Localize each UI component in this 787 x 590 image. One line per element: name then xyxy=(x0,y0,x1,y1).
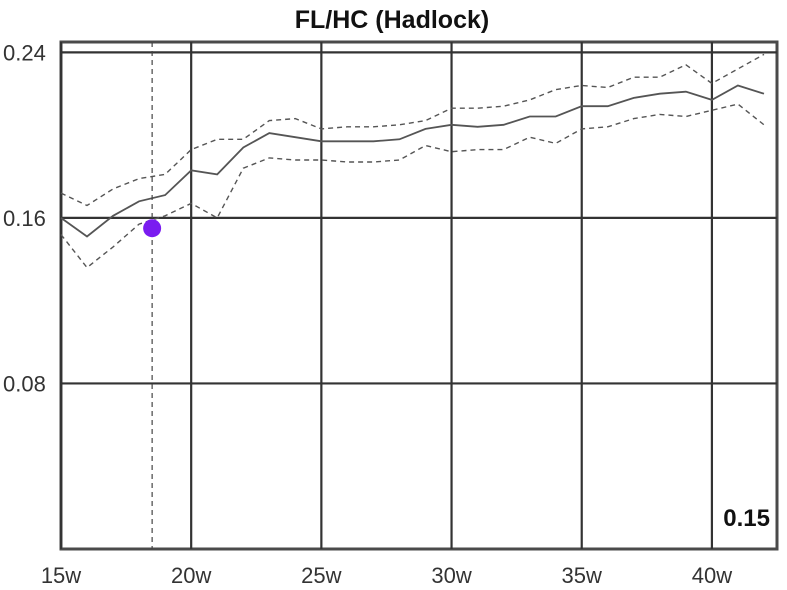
percentile-band-line xyxy=(60,53,765,207)
marker-layer xyxy=(143,42,162,549)
mean-line xyxy=(60,84,765,238)
plot-frame xyxy=(59,40,779,551)
x-tick-label: 15w xyxy=(41,563,81,588)
x-tick-label: 35w xyxy=(562,563,602,588)
tick-layer: 15w 20w 25w 30w 35w 40w 0.08 0.16 0.24 xyxy=(3,40,732,588)
y-tick-label: 0.24 xyxy=(3,40,46,65)
chart-title: FL/HC (Hadlock) xyxy=(295,6,489,34)
grid-layer xyxy=(59,42,777,549)
y-tick-label: 0.08 xyxy=(3,371,46,396)
x-tick-label: 20w xyxy=(171,563,211,588)
percentile-band-line xyxy=(60,103,765,269)
x-tick-label: 40w xyxy=(692,563,732,588)
series-layer xyxy=(60,53,765,269)
y-tick-label: 0.16 xyxy=(3,206,46,231)
measured-value-label: 0.15 xyxy=(723,505,770,532)
x-tick-label: 30w xyxy=(431,563,471,588)
x-tick-label: 25w xyxy=(301,563,341,588)
measurement-point xyxy=(143,219,162,238)
